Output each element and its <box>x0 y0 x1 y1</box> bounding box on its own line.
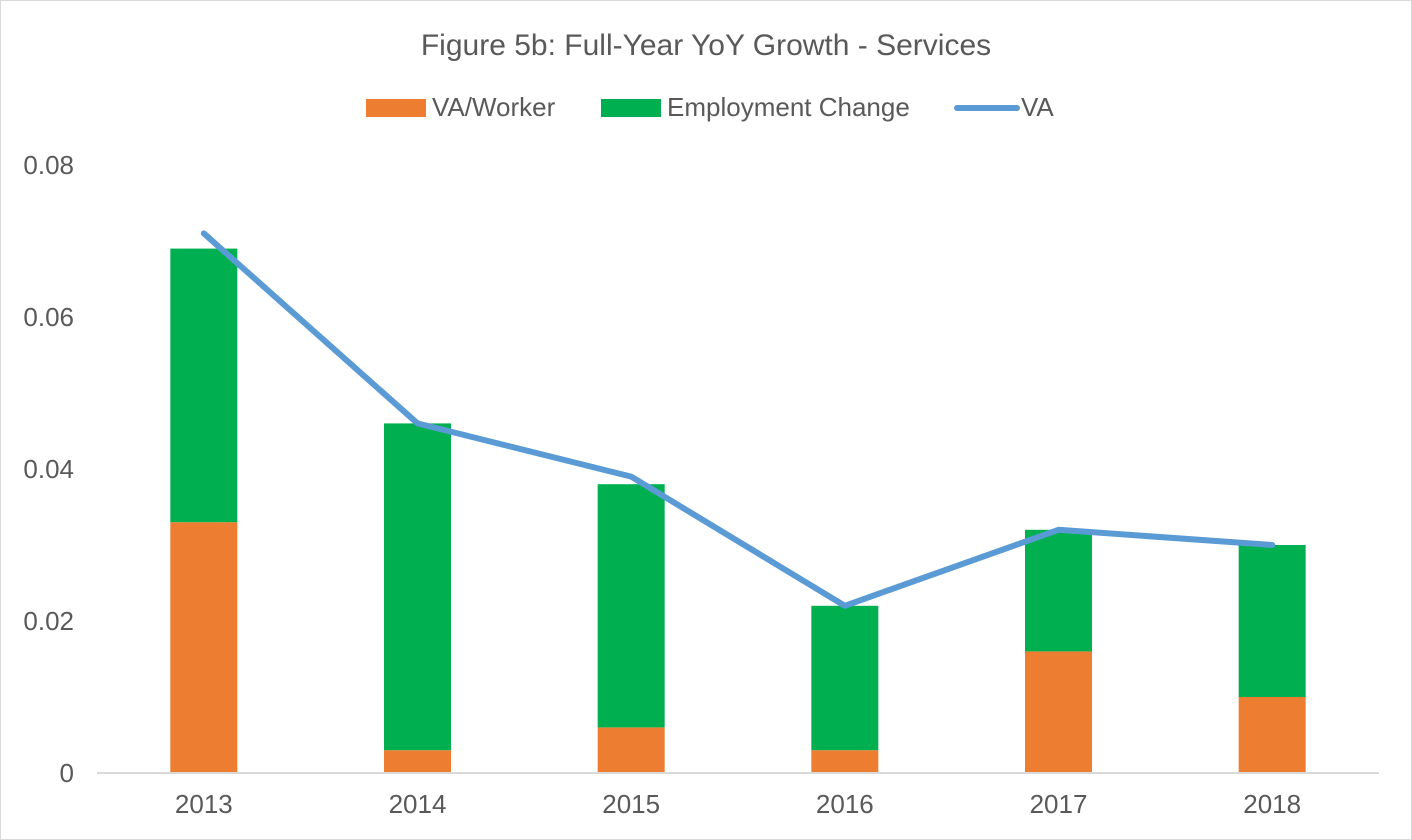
y-tick-label: 0.08 <box>23 150 74 180</box>
x-tick-label: 2014 <box>389 789 447 819</box>
x-axis: 2013 2014 2015 2016 2017 2018 <box>175 789 1301 819</box>
bar-employment-change-2013 <box>170 248 238 523</box>
legend-swatch-va-worker <box>366 99 426 117</box>
bar-employment-change-2016 <box>811 605 879 751</box>
plot-area <box>97 230 1379 774</box>
bar-employment-change-2015 <box>597 484 665 728</box>
bar-va-worker-2015 <box>597 727 665 773</box>
y-tick-label: 0.04 <box>23 454 74 484</box>
bar-va-worker-2014 <box>384 750 451 773</box>
bar-employment-change-2018 <box>1238 545 1306 697</box>
bar-va-worker-2017 <box>1025 651 1092 773</box>
legend-swatch-employment-change <box>601 99 661 117</box>
x-tick-label: 2017 <box>1030 789 1088 819</box>
bar-va-worker-2016 <box>811 750 879 773</box>
y-tick-label: 0.02 <box>23 606 74 636</box>
legend-label-va: VA <box>1021 92 1054 122</box>
y-axis: 0 0.02 0.04 0.06 0.08 <box>23 150 74 788</box>
x-tick-label: 2016 <box>816 789 874 819</box>
x-tick-label: 2013 <box>175 789 233 819</box>
chart-title: Figure 5b: Full-Year YoY Growth - Servic… <box>421 29 991 62</box>
y-tick-label: 0 <box>60 758 74 788</box>
chart-legend: VA/Worker Employment Change VA <box>366 92 1054 122</box>
bar-va-worker-2018 <box>1238 697 1306 773</box>
x-tick-label: 2018 <box>1243 789 1301 819</box>
bar-va-worker-2013 <box>170 522 238 773</box>
x-tick-label: 2015 <box>602 789 660 819</box>
bar-employment-change-2014 <box>384 423 451 751</box>
line-series-va <box>200 230 1276 609</box>
bar-employment-change-2017 <box>1025 529 1092 652</box>
legend-label-employment-change: Employment Change <box>667 92 910 122</box>
legend-label-va-worker: VA/Worker <box>432 92 556 122</box>
y-tick-label: 0.06 <box>23 302 74 332</box>
